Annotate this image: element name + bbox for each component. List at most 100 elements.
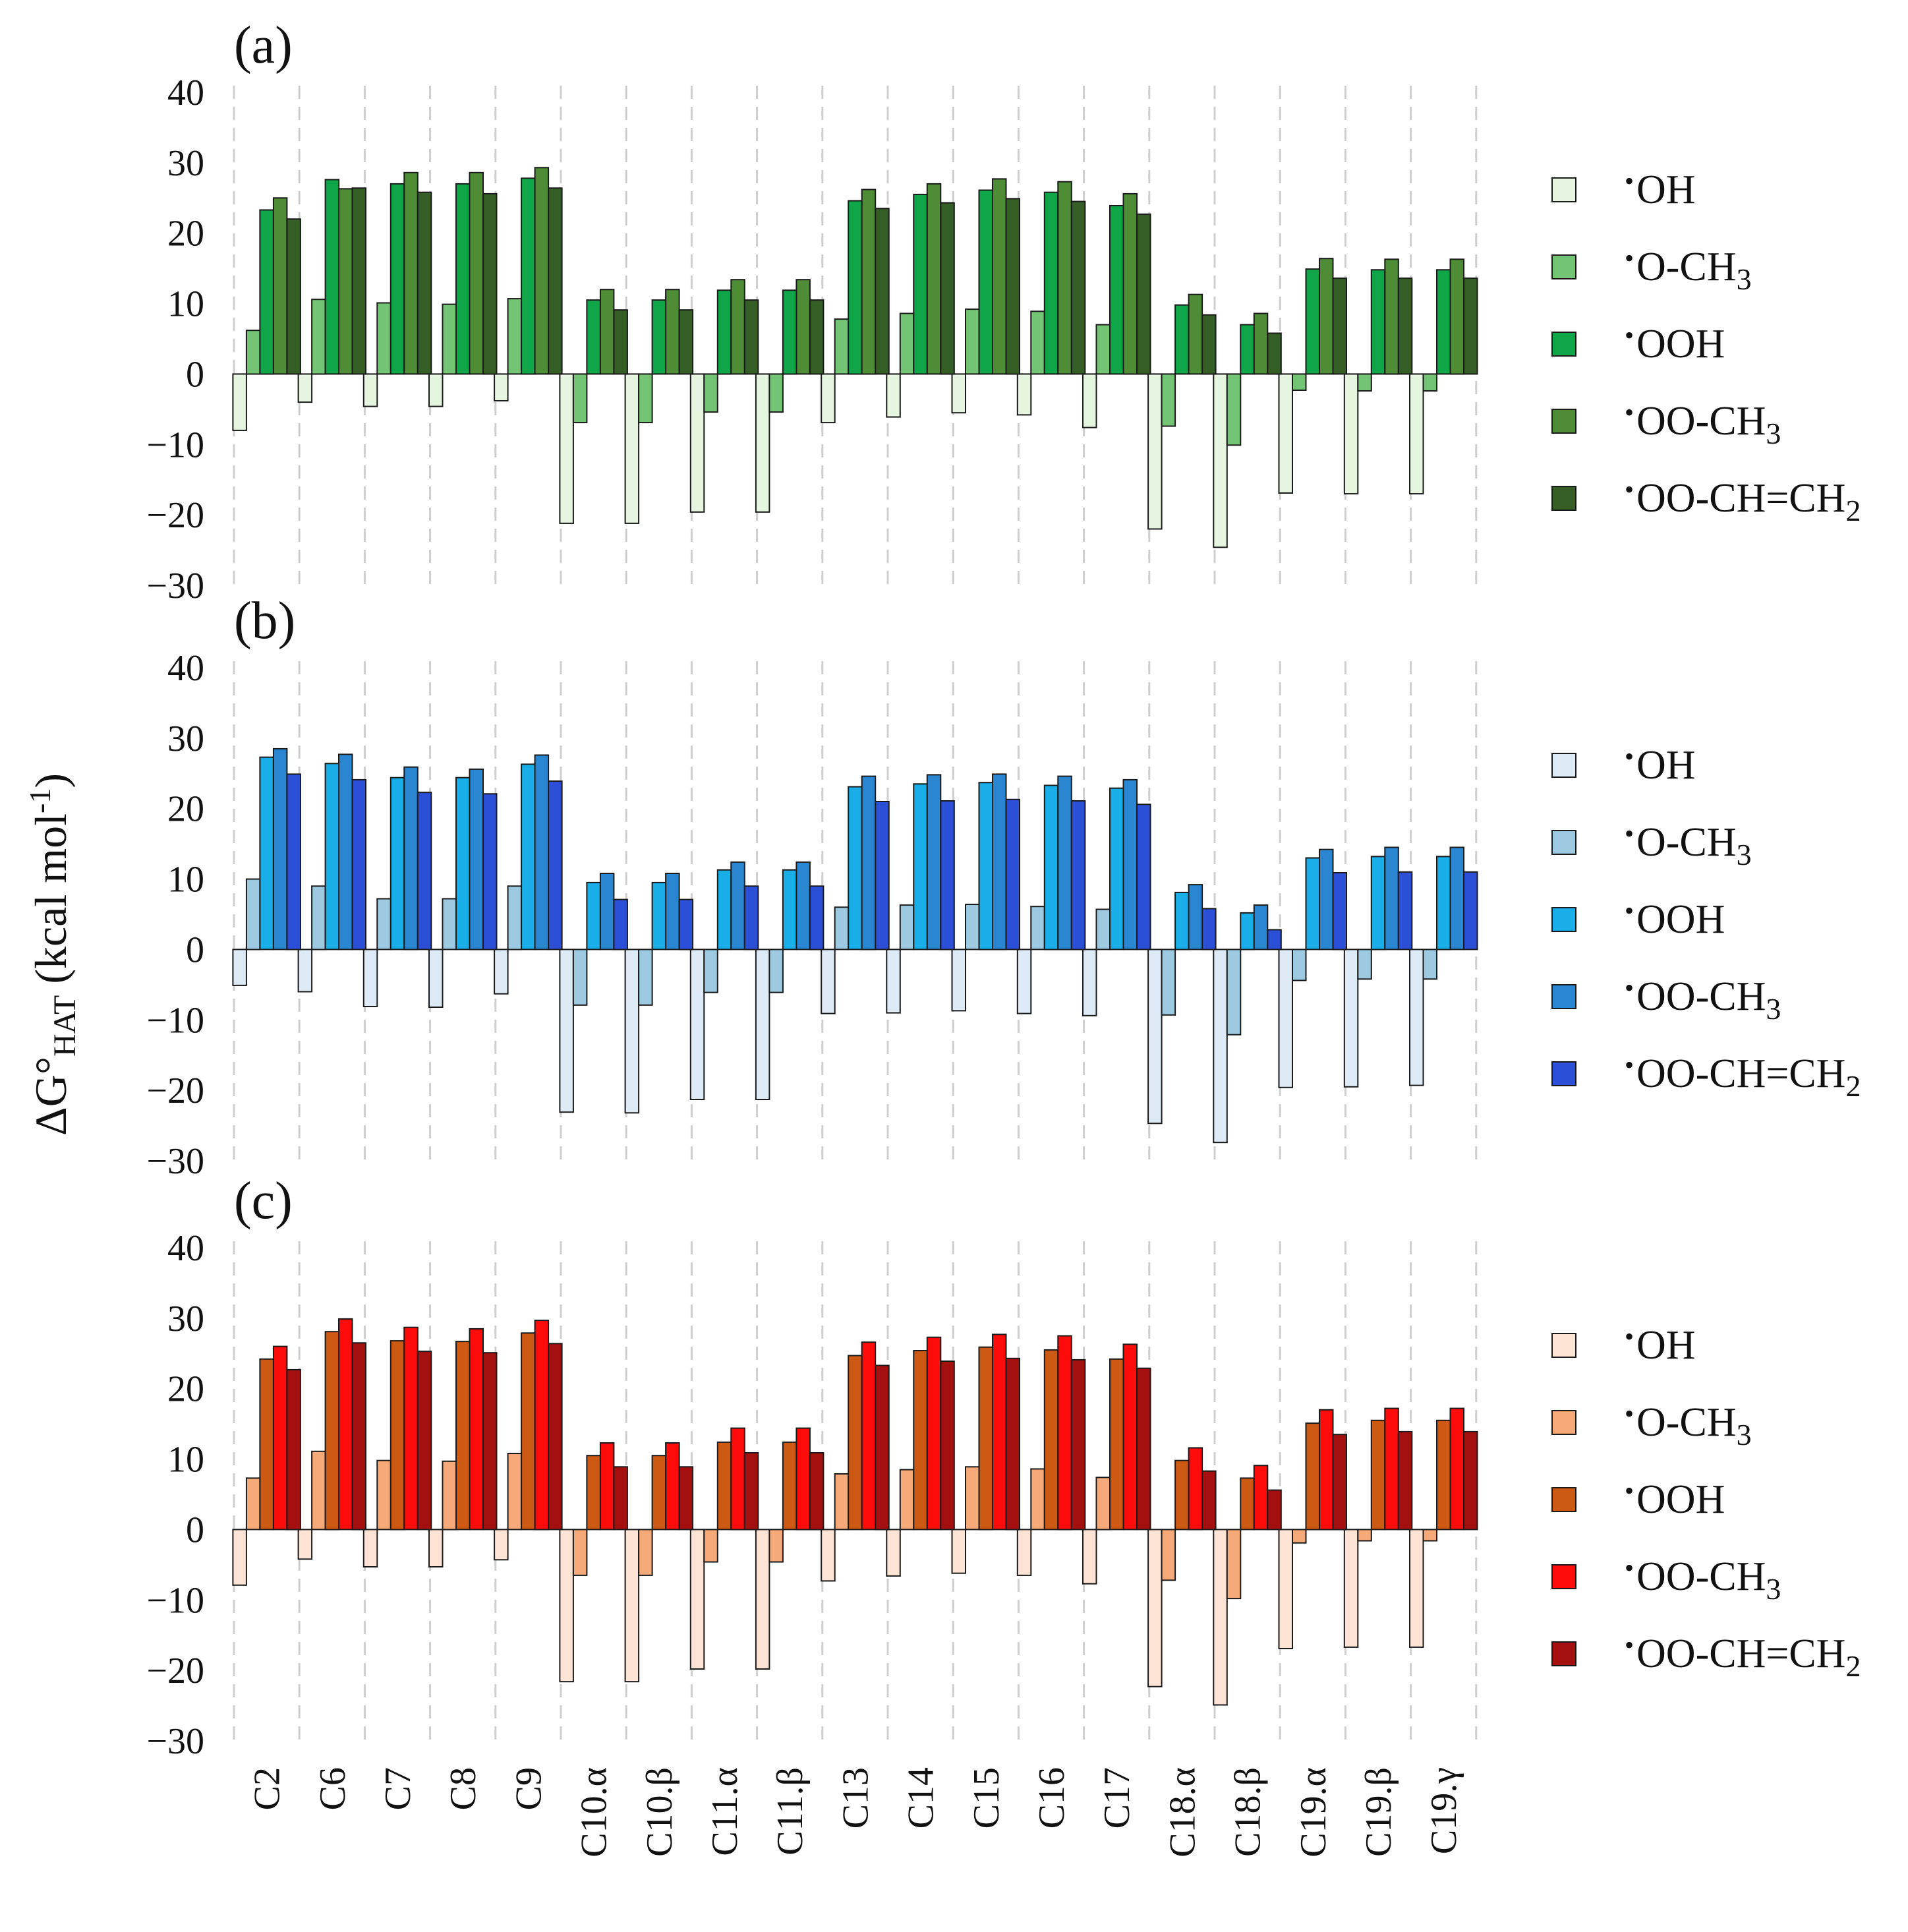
bar xyxy=(689,373,705,513)
x-tick-label: C11.β xyxy=(770,1767,811,1856)
bar xyxy=(1319,848,1334,951)
legend-label-text: OH xyxy=(1636,743,1696,788)
bar xyxy=(1057,181,1072,375)
bar xyxy=(599,873,615,951)
bar xyxy=(1253,312,1269,375)
x-tick-label: C18.β xyxy=(1228,1767,1269,1857)
bar xyxy=(362,373,378,407)
bar xyxy=(992,1333,1007,1531)
legend-swatch xyxy=(1551,753,1576,778)
legend-label-text: OOH xyxy=(1636,322,1725,366)
bar xyxy=(417,1351,432,1531)
bar xyxy=(1370,269,1386,375)
legend-swatch xyxy=(1551,1564,1576,1589)
legend-item: •OOH xyxy=(1551,1476,1725,1522)
legend-label-text: OO-CH xyxy=(1636,399,1766,444)
bar xyxy=(716,869,732,951)
legend-label: •OO-CH3 xyxy=(1625,973,1781,1026)
y-tick-label: −10 xyxy=(146,1000,204,1041)
x-tick-label: C7 xyxy=(378,1767,419,1810)
bar xyxy=(743,299,759,375)
bar xyxy=(926,774,942,951)
y-tick-label: 40 xyxy=(167,73,204,113)
bar xyxy=(689,1529,705,1670)
bar xyxy=(978,782,993,951)
bar xyxy=(1030,906,1045,951)
x-tick-label: C19.γ xyxy=(1424,1767,1464,1854)
legend-item: •OO-CH=CH2 xyxy=(1551,1050,1861,1103)
bar xyxy=(665,873,680,951)
bar xyxy=(965,1466,980,1531)
legend-label-text: OO-CH=CH xyxy=(1636,1631,1845,1676)
bar xyxy=(613,898,628,951)
bar xyxy=(926,1336,942,1531)
legend-label-subscript: 3 xyxy=(1737,262,1752,296)
bar xyxy=(1409,1529,1424,1648)
legend-item: •OOH xyxy=(1551,320,1725,366)
bar xyxy=(768,373,784,413)
y-tick-label: −10 xyxy=(146,1580,204,1621)
bar xyxy=(768,1529,784,1563)
x-tick-label: C10.β xyxy=(639,1767,680,1857)
legend-swatch xyxy=(1551,1641,1576,1666)
bar xyxy=(689,949,705,1101)
x-tick-label: C8 xyxy=(443,1767,484,1810)
legend-label-text: OH xyxy=(1636,167,1696,212)
bar xyxy=(1057,1335,1072,1531)
bar xyxy=(1016,373,1032,416)
bar xyxy=(1253,904,1269,951)
bar xyxy=(297,1529,313,1560)
bar xyxy=(1357,373,1372,392)
legend-label-text: OH xyxy=(1636,1323,1696,1368)
bar xyxy=(1043,191,1059,375)
bar xyxy=(1397,1430,1413,1531)
bar xyxy=(1370,856,1386,951)
bar xyxy=(886,949,901,1014)
bar xyxy=(743,885,759,951)
legend-label-text: O-CH xyxy=(1636,1400,1737,1445)
bar xyxy=(1213,949,1228,1144)
bar xyxy=(665,1442,680,1531)
bar xyxy=(1463,278,1478,375)
radical-dot: • xyxy=(1625,1399,1634,1428)
bar xyxy=(1449,1407,1464,1531)
bar xyxy=(861,775,877,951)
bar xyxy=(1240,1477,1255,1531)
bar xyxy=(940,800,955,951)
bar xyxy=(338,1318,353,1531)
legend-swatch xyxy=(1551,332,1576,357)
bar xyxy=(455,776,471,951)
bar xyxy=(1436,1419,1451,1531)
bar xyxy=(782,869,797,951)
bar xyxy=(259,209,274,375)
legend-swatch xyxy=(1551,486,1576,511)
legend-item: •OH xyxy=(1551,1322,1696,1368)
bar xyxy=(534,1320,550,1531)
bar xyxy=(1201,908,1217,951)
bar xyxy=(1147,373,1163,530)
bar xyxy=(232,1529,247,1586)
bar xyxy=(403,766,419,951)
bar xyxy=(1082,373,1097,428)
legend-swatch xyxy=(1551,984,1576,1009)
legend-item: •OO-CH3 xyxy=(1551,973,1781,1026)
bar xyxy=(559,1529,574,1683)
legend-label-subscript: 2 xyxy=(1845,1649,1861,1683)
bar xyxy=(886,1529,901,1577)
y-tick-label: −20 xyxy=(146,1651,204,1691)
x-tick-label: C16 xyxy=(1031,1767,1072,1829)
bar xyxy=(1174,891,1190,951)
bar xyxy=(834,318,850,375)
bar xyxy=(1332,1434,1347,1531)
radical-dot: • xyxy=(1625,397,1634,427)
bar xyxy=(1070,800,1086,951)
y-tick-label: −20 xyxy=(146,1070,204,1111)
x-tick-label: C6 xyxy=(312,1767,353,1810)
bar xyxy=(716,1441,732,1531)
bar xyxy=(272,1345,288,1531)
legend-label-text: OOH xyxy=(1636,897,1725,942)
bar xyxy=(572,1529,588,1576)
y-tick-label: −10 xyxy=(146,424,204,465)
x-tick-label: C18.α xyxy=(1162,1767,1203,1858)
bar xyxy=(665,289,680,375)
